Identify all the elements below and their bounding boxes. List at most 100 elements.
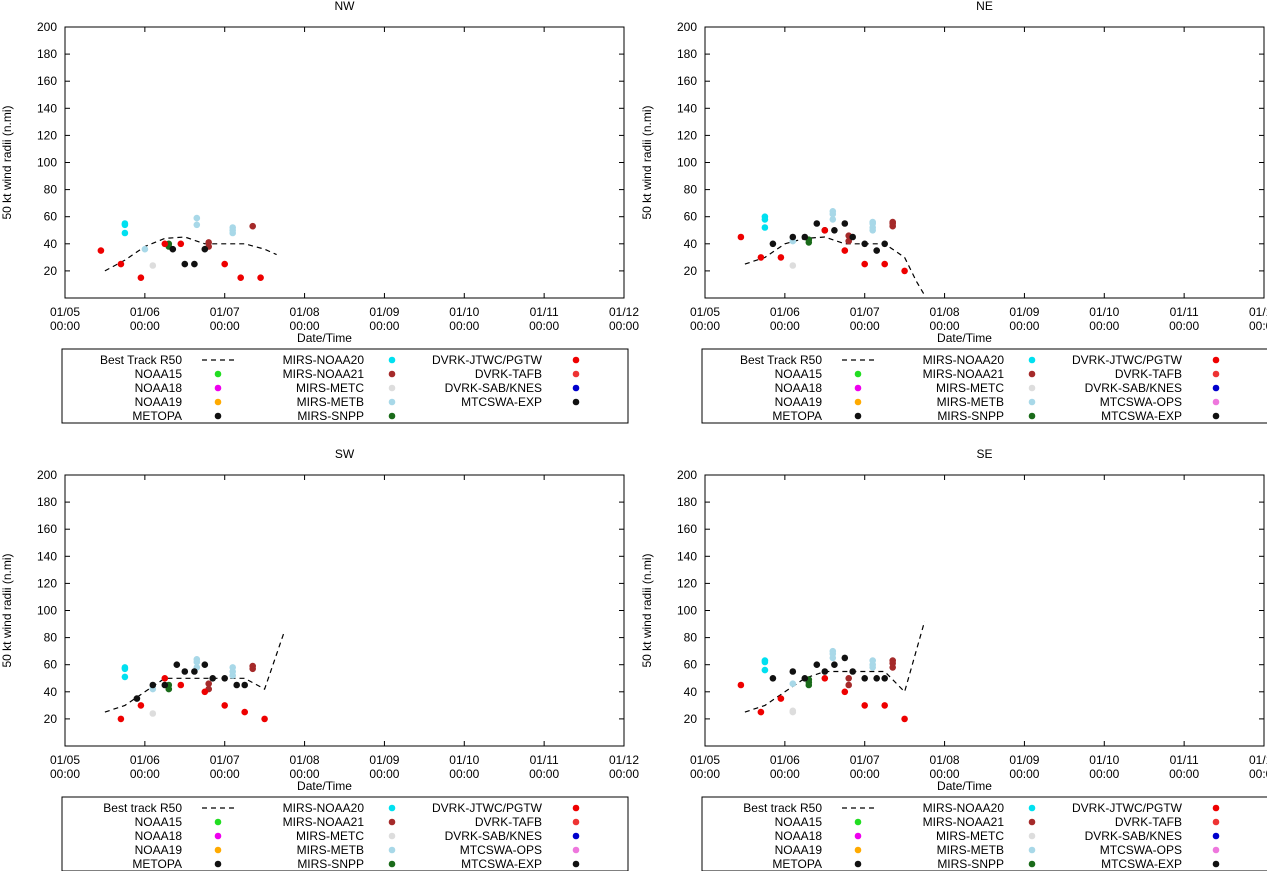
x-tick-label-time: 00:00 xyxy=(130,319,160,333)
chart-title: SW xyxy=(335,447,355,461)
x-tick-label-date: 01/10 xyxy=(1089,305,1119,319)
legend-box xyxy=(61,796,629,871)
x-tick-label-date: 01/05 xyxy=(50,305,80,319)
x-tick-label-date: 01/11 xyxy=(530,753,559,767)
legend-label: MTCSWA-EXP xyxy=(1101,409,1182,423)
point-dvrk-jtwc-pgtw xyxy=(757,254,765,261)
legend-key-dot xyxy=(1212,818,1220,826)
x-tick-label-date: 01/08 xyxy=(930,753,960,767)
legend-key-dot xyxy=(1212,398,1220,406)
legend-key-dot xyxy=(854,412,862,420)
legend-label: MIRS-METB xyxy=(297,395,364,409)
legend-key-dot xyxy=(1212,356,1220,364)
legend-key-dot xyxy=(214,398,222,406)
best-track-line xyxy=(104,236,277,272)
point-dvrk-jtwc-pgtw xyxy=(841,247,849,254)
x-tick-label-date: 01/07 xyxy=(850,305,880,319)
point-dvrk-jtwc-pgtw xyxy=(177,240,185,248)
point-dvrk-jtwc-pgtw xyxy=(221,260,228,268)
point-dvrk-jtwc-pgtw xyxy=(821,675,829,682)
legend-label: METOPA xyxy=(772,857,822,871)
point-mirs-noaa21 xyxy=(205,239,212,246)
legend-key-dot xyxy=(572,398,580,406)
point-dvrk-jtwc-pgtw xyxy=(177,681,185,689)
y-tick-label: 40 xyxy=(684,237,698,251)
y-axis-label: 50 kt wind radii (n.mi) xyxy=(0,105,14,219)
legend-label: DVRK-SAB/KNES xyxy=(445,829,542,843)
point-dvrk-jtwc-pgtw xyxy=(861,260,868,268)
point-dvrk-jtwc-pgtw xyxy=(901,267,908,275)
point-mirs-noaa21 xyxy=(845,681,852,689)
x-tick-label-time: 00:00 xyxy=(529,767,559,781)
x-tick-label-time: 00:00 xyxy=(770,319,800,333)
chart-title: NW xyxy=(335,0,356,13)
point-mtcswa-exp xyxy=(861,240,868,248)
legend-key-dot xyxy=(572,356,580,364)
point-mtcswa-exp xyxy=(789,233,797,241)
legend-key-dot xyxy=(1212,804,1220,812)
legend-label: DVRK-JTWC/PGTW xyxy=(432,801,543,815)
y-tick-label: 100 xyxy=(37,156,57,170)
x-tick-label-time: 00:00 xyxy=(529,319,559,333)
point-mtcswa-exp xyxy=(831,661,838,668)
legend-label: MIRS-METC xyxy=(936,381,1004,395)
legend-key-dot xyxy=(572,860,580,868)
plot-frame xyxy=(704,26,1265,299)
best-track-line xyxy=(744,621,926,713)
point-mtcswa-exp xyxy=(813,661,821,668)
legend-key-dot xyxy=(214,818,222,826)
point-dvrk-jtwc-pgtw xyxy=(861,702,868,709)
point-mtcswa-exp xyxy=(201,661,209,668)
point-mtcswa-exp xyxy=(849,668,856,675)
y-tick-label: 80 xyxy=(684,631,698,645)
legend-key-dot xyxy=(214,412,222,420)
y-tick-label: 140 xyxy=(37,101,57,115)
x-tick-label-date: 01/11 xyxy=(530,305,559,319)
point-mtcswa-exp xyxy=(241,681,248,689)
x-axis-label: Date/Time xyxy=(297,331,352,345)
y-tick-label: 80 xyxy=(684,183,698,197)
x-tick-label-date: 01/07 xyxy=(210,753,240,767)
legend-label: NOAA15 xyxy=(135,367,183,381)
x-tick-label-date: 01/07 xyxy=(850,753,880,767)
point-mirs-metb xyxy=(229,664,236,671)
legend-key-dot xyxy=(214,860,222,868)
x-tick-label-date: 01/10 xyxy=(449,305,479,319)
best-track-line xyxy=(104,630,286,713)
legend-key-dot xyxy=(1212,412,1220,420)
point-dvrk-jtwc-pgtw xyxy=(881,260,888,268)
x-tick-label-date: 01/06 xyxy=(770,305,800,319)
x-tick-label-time: 00:00 xyxy=(609,319,639,333)
y-tick-label: 160 xyxy=(37,522,57,536)
point-mirs-metb xyxy=(193,214,201,222)
point-mirs-noaa21 xyxy=(889,218,896,226)
point-mtcswa-exp xyxy=(221,675,228,682)
point-mirs-metb xyxy=(829,647,837,655)
point-mtcswa-exp xyxy=(821,668,829,675)
legend-key-dot xyxy=(388,384,396,392)
point-dvrk-jtwc-pgtw xyxy=(137,274,145,282)
y-tick-label: 160 xyxy=(677,522,697,536)
point-mtcswa-exp xyxy=(191,668,198,675)
legend-label: MIRS-NOAA20 xyxy=(283,353,365,367)
x-tick-label-time: 00:00 xyxy=(1169,319,1199,333)
point-mirs-metb xyxy=(193,221,201,229)
x-tick-label-date: 01/05 xyxy=(50,753,80,767)
y-tick-label: 200 xyxy=(37,468,57,482)
legend-key-dot xyxy=(572,818,580,826)
legend-key-dot xyxy=(388,832,396,840)
x-tick-label-time: 00:00 xyxy=(1009,767,1039,781)
legend-label: MIRS-METC xyxy=(296,829,364,843)
x-tick-label-date: 01/09 xyxy=(1009,305,1039,319)
chart-title: NE xyxy=(976,0,993,13)
legend-key-dot xyxy=(854,384,862,392)
legend-label: NOAA19 xyxy=(135,843,183,857)
legend-label: MIRS-NOAA21 xyxy=(923,815,1005,829)
point-mtcswa-exp xyxy=(769,240,777,248)
x-tick-label-time: 00:00 xyxy=(290,319,320,333)
y-tick-label: 20 xyxy=(44,712,58,726)
legend-key-dot xyxy=(572,384,580,392)
x-tick-label-date: 01/10 xyxy=(449,753,479,767)
point-mirs-metb xyxy=(829,216,837,223)
legend-key-dot xyxy=(854,818,862,826)
